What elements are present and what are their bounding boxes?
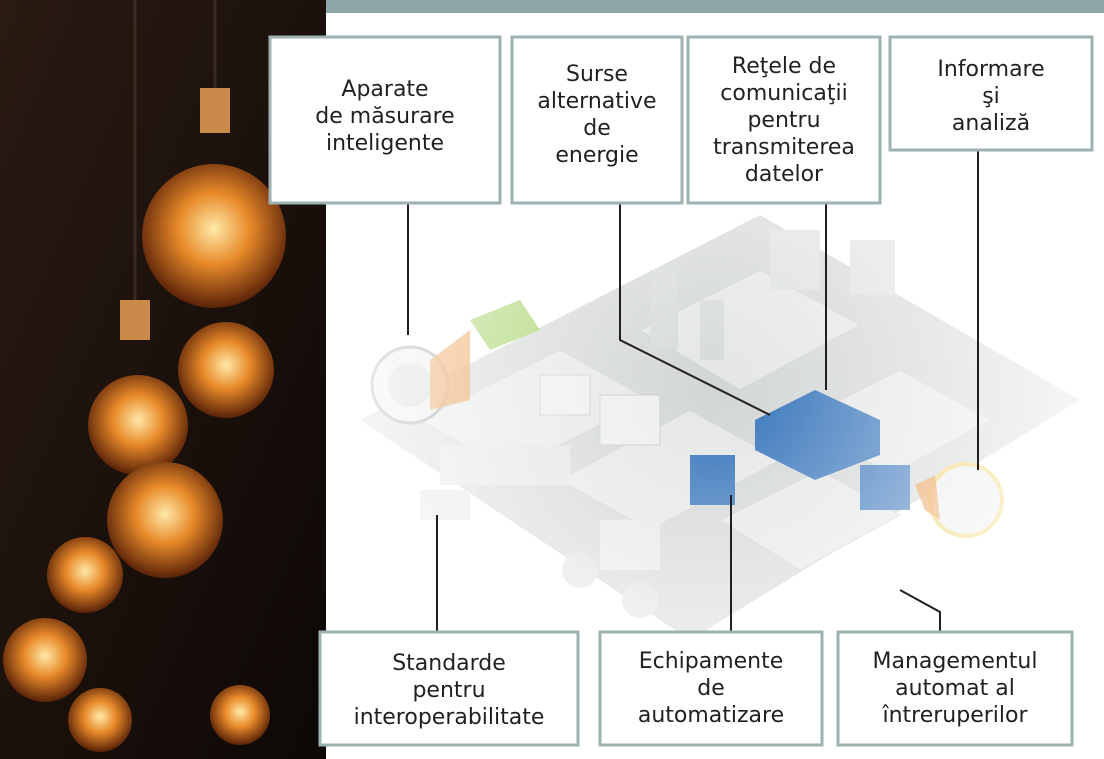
label-line: analiză (952, 111, 1030, 136)
label-line: energie (555, 143, 638, 168)
label-line: şi (982, 84, 1000, 109)
page: Aparate de măsurare inteligente Surse al… (0, 0, 1104, 759)
label-line: automatizare (638, 703, 784, 728)
label-line: întreruperilor (881, 703, 1028, 728)
label-line: de (697, 676, 725, 701)
label-line: pentru (412, 678, 485, 703)
label-line: de (583, 116, 611, 141)
label-line: Surse (566, 62, 628, 87)
label-line: inteligente (326, 131, 444, 156)
label-line: Aparate (341, 77, 428, 102)
label-line: Reţele de (732, 54, 836, 79)
label-line: de măsurare (315, 104, 454, 129)
label-line: pentru (747, 108, 820, 133)
label-line: transmiterea (713, 135, 855, 160)
label-line: datelor (745, 162, 824, 187)
label-line: Informare (937, 57, 1044, 82)
label-line: Managementul (873, 649, 1038, 674)
top-bar (325, 0, 1104, 13)
label-line: automat al (895, 676, 1015, 701)
label-line: comunicaţii (720, 81, 847, 106)
label-line: interoperabilitate (354, 705, 545, 730)
label-line: alternative (537, 89, 656, 114)
label-line: Echipamente (639, 649, 784, 674)
label-line: Standarde (392, 651, 506, 676)
infographic: Aparate de măsurare inteligente Surse al… (0, 0, 1104, 759)
